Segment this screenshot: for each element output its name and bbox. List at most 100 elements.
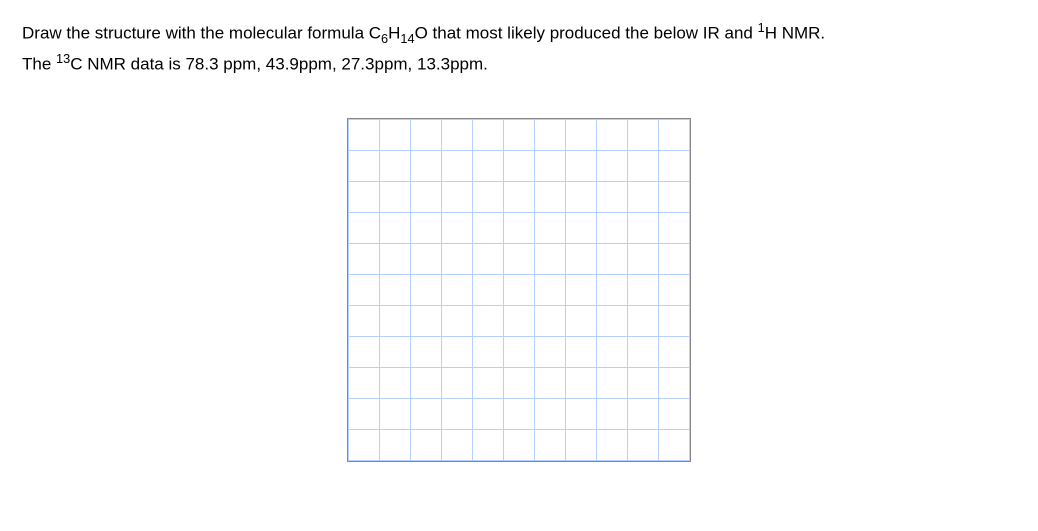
grid-cell[interactable]	[628, 119, 659, 150]
grid-cell[interactable]	[628, 429, 659, 460]
grid-cell[interactable]	[504, 367, 535, 398]
grid-cell[interactable]	[597, 212, 628, 243]
grid-cell[interactable]	[597, 181, 628, 212]
grid-cell[interactable]	[504, 336, 535, 367]
grid-cell[interactable]	[411, 150, 442, 181]
grid-cell[interactable]	[349, 398, 380, 429]
grid-cell[interactable]	[628, 150, 659, 181]
grid-cell[interactable]	[504, 181, 535, 212]
grid-cell[interactable]	[659, 398, 690, 429]
grid-cell[interactable]	[597, 274, 628, 305]
grid-cell[interactable]	[504, 398, 535, 429]
grid-cell[interactable]	[566, 305, 597, 336]
grid-cell[interactable]	[504, 305, 535, 336]
grid-cell[interactable]	[628, 336, 659, 367]
grid-cell[interactable]	[442, 243, 473, 274]
grid-cell[interactable]	[442, 212, 473, 243]
grid-cell[interactable]	[597, 398, 628, 429]
grid-cell[interactable]	[473, 336, 504, 367]
grid-cell[interactable]	[535, 305, 566, 336]
grid-cell[interactable]	[411, 274, 442, 305]
grid-cell[interactable]	[628, 243, 659, 274]
grid-cell[interactable]	[473, 398, 504, 429]
grid-cell[interactable]	[411, 243, 442, 274]
grid-cell[interactable]	[597, 150, 628, 181]
grid-cell[interactable]	[628, 367, 659, 398]
grid-cell[interactable]	[659, 429, 690, 460]
grid-cell[interactable]	[504, 119, 535, 150]
grid-cell[interactable]	[566, 398, 597, 429]
grid-cell[interactable]	[473, 150, 504, 181]
grid-cell[interactable]	[380, 398, 411, 429]
grid-cell[interactable]	[380, 367, 411, 398]
grid-cell[interactable]	[442, 367, 473, 398]
grid-cell[interactable]	[566, 119, 597, 150]
grid-cell[interactable]	[473, 119, 504, 150]
grid-cell[interactable]	[535, 243, 566, 274]
grid-cell[interactable]	[628, 305, 659, 336]
grid-cell[interactable]	[566, 150, 597, 181]
grid-cell[interactable]	[597, 336, 628, 367]
grid-cell[interactable]	[473, 305, 504, 336]
drawing-grid[interactable]	[347, 118, 691, 462]
grid-cell[interactable]	[442, 429, 473, 460]
grid-cell[interactable]	[442, 336, 473, 367]
grid-cell[interactable]	[504, 243, 535, 274]
grid-cell[interactable]	[628, 212, 659, 243]
grid-cell[interactable]	[442, 119, 473, 150]
grid-cell[interactable]	[411, 305, 442, 336]
grid-cell[interactable]	[411, 119, 442, 150]
grid-cell[interactable]	[411, 429, 442, 460]
grid-cell[interactable]	[380, 336, 411, 367]
grid-cell[interactable]	[535, 150, 566, 181]
grid-cell[interactable]	[442, 150, 473, 181]
grid-cell[interactable]	[659, 367, 690, 398]
grid-cell[interactable]	[442, 305, 473, 336]
grid-cell[interactable]	[349, 305, 380, 336]
grid-cell[interactable]	[659, 119, 690, 150]
grid-cell[interactable]	[504, 429, 535, 460]
grid-cell[interactable]	[411, 181, 442, 212]
grid-cell[interactable]	[380, 212, 411, 243]
grid-cell[interactable]	[535, 181, 566, 212]
grid-cell[interactable]	[659, 243, 690, 274]
grid-cell[interactable]	[566, 181, 597, 212]
grid-cell[interactable]	[659, 336, 690, 367]
grid-cell[interactable]	[504, 150, 535, 181]
grid-cell[interactable]	[535, 212, 566, 243]
grid-cell[interactable]	[349, 150, 380, 181]
grid-cell[interactable]	[566, 243, 597, 274]
grid-cell[interactable]	[349, 212, 380, 243]
grid-cell[interactable]	[473, 367, 504, 398]
grid-cell[interactable]	[380, 274, 411, 305]
grid-cell[interactable]	[535, 367, 566, 398]
grid-cell[interactable]	[442, 274, 473, 305]
grid-cell[interactable]	[411, 336, 442, 367]
grid-cell[interactable]	[349, 181, 380, 212]
grid-cell[interactable]	[411, 212, 442, 243]
grid-cell[interactable]	[349, 429, 380, 460]
grid-cell[interactable]	[566, 336, 597, 367]
grid-cell[interactable]	[597, 243, 628, 274]
grid-cell[interactable]	[566, 274, 597, 305]
grid-cell[interactable]	[380, 119, 411, 150]
grid-cell[interactable]	[659, 274, 690, 305]
grid-cell[interactable]	[504, 212, 535, 243]
grid-cell[interactable]	[597, 305, 628, 336]
grid-cell[interactable]	[380, 243, 411, 274]
grid-cell[interactable]	[535, 429, 566, 460]
grid-cell[interactable]	[349, 243, 380, 274]
grid-cell[interactable]	[349, 336, 380, 367]
grid-cell[interactable]	[380, 305, 411, 336]
grid-cell[interactable]	[628, 181, 659, 212]
grid-cell[interactable]	[442, 181, 473, 212]
grid-cell[interactable]	[380, 150, 411, 181]
grid-cell[interactable]	[380, 181, 411, 212]
grid-cell[interactable]	[349, 119, 380, 150]
grid-cell[interactable]	[473, 429, 504, 460]
grid-cell[interactable]	[442, 398, 473, 429]
grid-cell[interactable]	[659, 305, 690, 336]
grid-cell[interactable]	[473, 212, 504, 243]
grid-cell[interactable]	[566, 212, 597, 243]
grid-cell[interactable]	[566, 429, 597, 460]
